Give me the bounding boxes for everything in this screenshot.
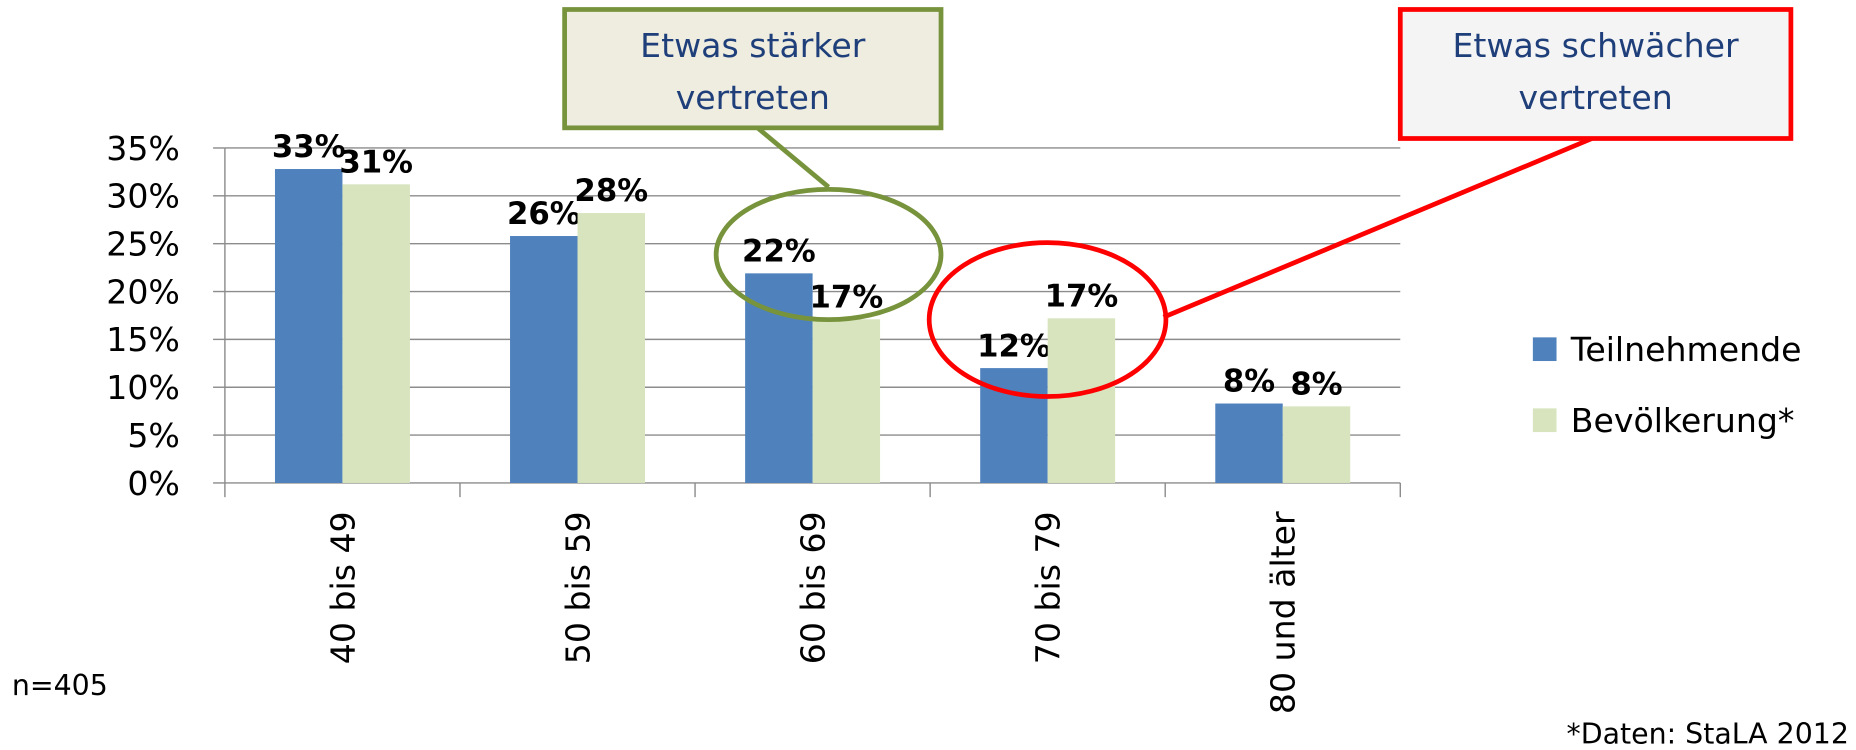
callout-line [756,126,831,189]
data-label: 26% [507,196,581,232]
data-label: 17% [1045,278,1119,314]
callout-box [1397,7,1794,141]
data-label: 8% [1290,367,1342,403]
data-label: 31% [339,145,413,181]
callout-line [1162,136,1593,320]
bar [510,236,578,483]
y-tick-label: 0% [127,464,180,503]
legend-swatch [1532,408,1557,433]
bar [577,213,645,483]
bar [342,184,410,483]
x-tick-label: 40 bis 49 [323,511,362,664]
legend-label: Bevölkerung* [1571,401,1795,440]
y-tick-label: 5% [127,416,180,455]
bar [1282,406,1351,483]
x-tick-label: 80 und älter [1264,511,1303,714]
data-label: 33% [272,129,346,165]
legend-swatch [1532,337,1557,362]
y-tick-label: 25% [106,225,180,264]
callout-ellipse [926,240,1169,399]
data-label: 22% [742,234,816,270]
y-tick-label: 15% [106,320,180,359]
bar [1047,318,1116,483]
callout-box [562,7,944,131]
bar [1215,403,1283,483]
source-note: *Daten: StaLA 2012 [1567,717,1849,750]
data-label: 17% [810,279,884,315]
data-label: 28% [574,173,648,209]
callout-text: vertreten [676,78,830,117]
x-tick-label: 70 bis 79 [1029,511,1068,664]
legend-label: Teilnehmende [1570,330,1802,369]
bar [812,319,881,483]
callout-text: vertreten [1518,78,1672,117]
bar [274,169,343,483]
y-tick-label: 20% [106,272,180,311]
callout-ellipse [713,187,944,322]
data-label: 8% [1223,364,1275,400]
y-tick-label: 35% [106,129,180,168]
x-tick-label: 50 bis 59 [558,511,597,664]
x-tick-label: 60 bis 69 [793,511,832,664]
y-tick-label: 30% [106,177,180,216]
data-label: 12% [977,328,1051,364]
callout-text: Etwas schwächer [1453,26,1740,65]
y-tick-label: 10% [106,368,180,407]
sample-note: n=405 [12,669,108,702]
bar [745,273,813,483]
callout-text: Etwas stärker [640,26,866,65]
